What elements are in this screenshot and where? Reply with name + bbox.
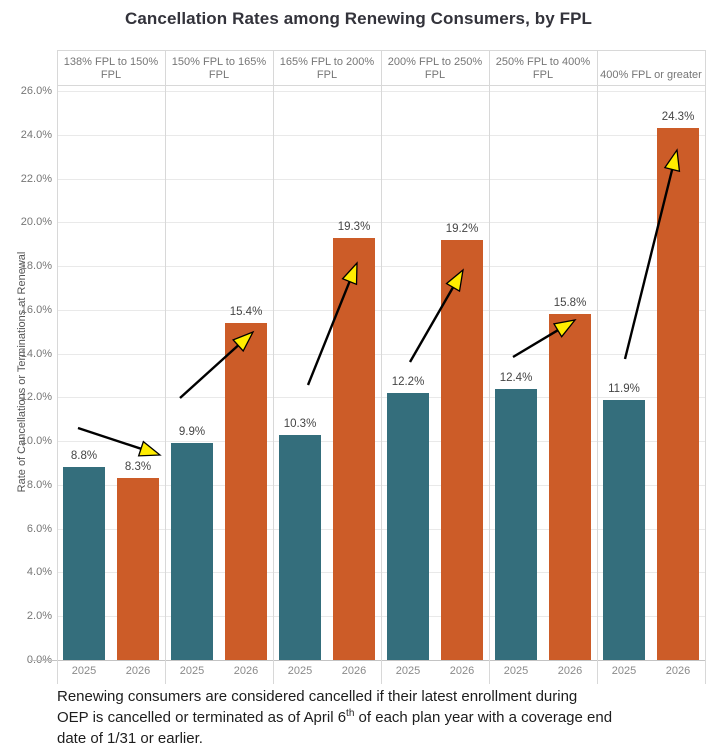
- bar-2026-group-3[interactable]: [333, 237, 375, 660]
- fpl-group-header-line: 138% FPL to 150%: [63, 56, 159, 68]
- x-tick-2025-group-2: 2025: [179, 665, 205, 677]
- y-tick-6.0%: 6.0%: [26, 522, 52, 535]
- fpl-group-header-line: 150% FPL to 165%: [171, 56, 267, 68]
- y-tick-14.0%: 14.0%: [20, 347, 52, 360]
- fpl-group-header-line: FPL: [316, 69, 338, 81]
- bar-value-label: 9.9%: [178, 426, 206, 439]
- bar-value-label: 15.4%: [229, 306, 263, 319]
- bar-value-label: 12.2%: [391, 376, 425, 389]
- bar-2026-group-1[interactable]: [117, 478, 159, 660]
- y-tick-24.0%: 24.0%: [20, 128, 52, 141]
- bar-2026-group-5[interactable]: [549, 314, 591, 660]
- chart-title: Cancellation Rates among Renewing Consum…: [124, 9, 593, 28]
- x-tick-2025-group-4: 2025: [395, 665, 421, 677]
- x-tick-2026-group-2: 2026: [233, 665, 259, 677]
- fpl-group-header-line: 400% FPL or greater: [600, 69, 702, 81]
- y-tick-18.0%: 18.0%: [20, 260, 52, 273]
- bar-value-label: 15.8%: [553, 297, 587, 310]
- x-tick-2025-group-1: 2025: [71, 665, 97, 677]
- fpl-group-header-line: FPL: [532, 69, 554, 81]
- y-tick-16.0%: 16.0%: [20, 303, 52, 316]
- fpl-group-header-1: 138% FPL to 150% FPL: [57, 50, 165, 85]
- bar-value-label: 10.3%: [283, 417, 317, 430]
- bar-value-label: 12.4%: [499, 371, 533, 384]
- y-tick-10.0%: 10.0%: [20, 435, 52, 448]
- y-tick-22.0%: 22.0%: [20, 172, 52, 185]
- y-tick-26.0%: 26.0%: [20, 85, 52, 98]
- bar-value-label: 11.9%: [608, 382, 640, 395]
- fpl-group-header-line: 200% FPL to 250%: [387, 56, 483, 68]
- y-tick-8.0%: 8.0%: [26, 478, 52, 491]
- bar-2025-group-5[interactable]: [495, 388, 537, 660]
- fpl-group-header-line: FPL: [100, 69, 122, 81]
- panel-separator-1: [165, 50, 166, 684]
- bar-value-label: 19.3%: [337, 220, 371, 233]
- panel-separator-6: [705, 50, 706, 684]
- fpl-group-header-line: 165% FPL to 200%: [279, 56, 375, 68]
- x-axis-line: [30, 660, 705, 661]
- bar-2026-group-4[interactable]: [441, 239, 483, 660]
- footnote-line-1: Renewing consumers are considered cancel…: [57, 688, 578, 705]
- x-tick-2025-group-6: 2025: [611, 665, 637, 677]
- footnote: Renewing consumers are considered cancel…: [57, 686, 707, 749]
- bar-2026-group-2[interactable]: [225, 323, 267, 660]
- trend-arrow-line-1: [77, 426, 145, 451]
- bar-value-label: 8.8%: [70, 450, 98, 463]
- bar-value-label: 24.3%: [661, 111, 695, 124]
- y-tick-20.0%: 20.0%: [20, 216, 52, 229]
- bar-value-label: 19.2%: [445, 222, 479, 235]
- fpl-group-header-3: 165% FPL to 200% FPL: [273, 50, 381, 85]
- y-axis-title: Rate of Cancellations or Terminations at…: [16, 251, 28, 493]
- footnote-line-3: date of 1/31 or earlier.: [57, 730, 203, 747]
- x-tick-2026-group-3: 2026: [341, 665, 367, 677]
- panel-separator-3: [381, 50, 382, 684]
- fpl-group-header-2: 150% FPL to 165% FPL: [165, 50, 273, 85]
- ordinal-superscript: th: [346, 708, 355, 719]
- bar-value-label: 8.3%: [124, 461, 152, 474]
- y-tick-4.0%: 4.0%: [26, 566, 52, 579]
- x-tick-2025-group-5: 2025: [503, 665, 529, 677]
- bar-2025-group-2[interactable]: [171, 443, 213, 660]
- footnote-line-2: OEP is cancelled or terminated as of Apr…: [57, 708, 613, 727]
- y-tick-2.0%: 2.0%: [26, 610, 52, 623]
- bar-2025-group-4[interactable]: [387, 393, 429, 660]
- fpl-group-header-line: FPL: [208, 69, 230, 81]
- fpl-group-header-line: 250% FPL to 400%: [495, 56, 591, 68]
- x-tick-2026-group-1: 2026: [125, 665, 151, 677]
- panel-separator-2: [273, 50, 274, 684]
- bar-2025-group-6[interactable]: [603, 399, 645, 660]
- fpl-group-header-5: 250% FPL to 400% FPL: [489, 50, 597, 85]
- y-tick-12.0%: 12.0%: [20, 391, 52, 404]
- x-tick-2026-group-6: 2026: [665, 665, 691, 677]
- panel-separator-5: [597, 50, 598, 684]
- panel-separator-0: [57, 50, 58, 684]
- bar-2025-group-1[interactable]: [63, 467, 105, 660]
- fpl-group-header-6: 400% FPL or greater: [597, 50, 705, 85]
- bar-2026-group-6[interactable]: [657, 128, 699, 660]
- x-tick-2025-group-3: 2025: [287, 665, 313, 677]
- bar-2025-group-3[interactable]: [279, 434, 321, 660]
- x-tick-2026-group-5: 2026: [557, 665, 583, 677]
- trend-arrowhead-1: [137, 440, 162, 457]
- x-tick-2026-group-4: 2026: [449, 665, 475, 677]
- fpl-group-header-line: FPL: [424, 69, 446, 81]
- fpl-group-header-4: 200% FPL to 250% FPL: [381, 50, 489, 85]
- panel-separator-4: [489, 50, 490, 684]
